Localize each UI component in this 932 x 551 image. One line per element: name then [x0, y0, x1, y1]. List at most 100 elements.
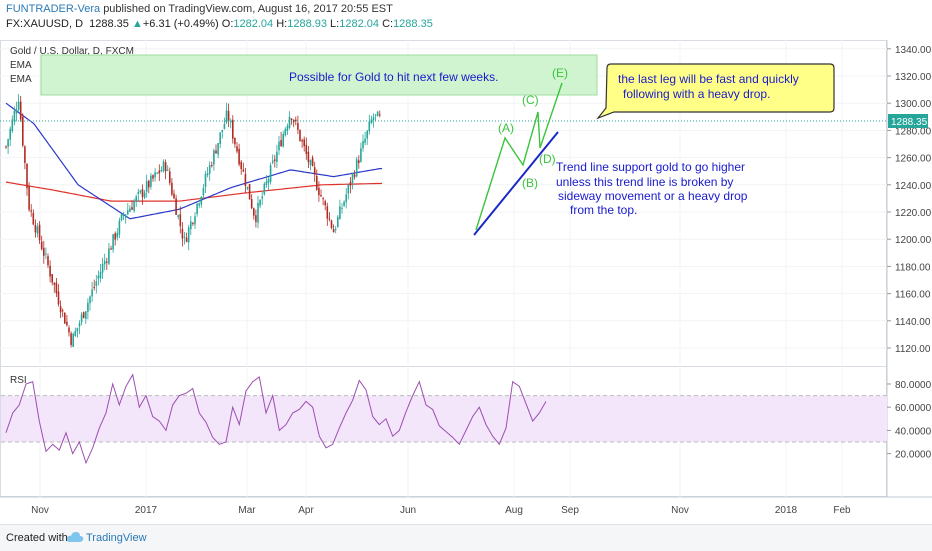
- candle-body: [288, 116, 291, 128]
- candle-body: [299, 129, 301, 141]
- candle-body: [53, 282, 56, 285]
- trend-note-line-4: from the top.: [570, 203, 637, 217]
- candle-body: [345, 194, 347, 203]
- candle-body: [240, 161, 242, 169]
- candle-body: [238, 148, 240, 165]
- candle-body: [221, 129, 224, 133]
- candle-body: [328, 218, 331, 220]
- candle-body: [118, 220, 121, 235]
- candle-body: [177, 215, 179, 218]
- candle-body: [326, 206, 329, 219]
- candle-body: [51, 274, 53, 283]
- candle-body: [187, 227, 190, 243]
- price-axis-labels: 1340.00 1320.00 1300.00 1280.00 1260.00 1240.…: [887, 45, 932, 355]
- trend-note-line-2: unless this trend line is broken by: [556, 175, 733, 189]
- candle-body: [103, 260, 106, 265]
- candle-body: [223, 123, 226, 129]
- last-price-label: 1288.35: [891, 117, 928, 128]
- candle-body: [148, 180, 150, 188]
- candle-body: [80, 314, 83, 323]
- candle-body: [93, 286, 95, 288]
- candle-body: [372, 117, 375, 120]
- candle-body: [175, 198, 177, 215]
- rsi-tick-label: 40.0000: [895, 426, 932, 437]
- candle-body: [284, 129, 287, 136]
- candle-body: [135, 196, 137, 202]
- price-tick-label: 1300.00: [895, 99, 932, 110]
- price-tick-label: 1140.00: [895, 317, 931, 328]
- candle-body: [116, 232, 119, 238]
- candle-body: [194, 216, 196, 225]
- candle-body: [78, 323, 81, 327]
- price-tick-label: 1260.00: [895, 154, 932, 165]
- grid-lines: [0, 40, 887, 497]
- candle-body: [358, 160, 360, 164]
- wave-label-b: (B): [522, 176, 538, 190]
- price-tick-label: 1160.00: [895, 290, 931, 301]
- candle-body: [141, 189, 144, 197]
- candle-body: [61, 310, 64, 312]
- candle-body: [355, 159, 358, 177]
- candle-body: [278, 141, 280, 151]
- rsi-band: [1, 395, 887, 443]
- candle-body: [322, 198, 324, 200]
- candle-body: [282, 134, 284, 147]
- time-tick-label: Aug: [505, 505, 523, 516]
- author-link[interactable]: FUNTRADER-Vera: [6, 3, 101, 15]
- candle-body: [112, 234, 114, 250]
- ema-fast-legend: EMA: [10, 60, 32, 71]
- open-label: O:: [221, 18, 234, 30]
- candle-body: [227, 110, 230, 122]
- rsi-axis-labels: 80.0000 60.0000 40.0000 20.0000: [887, 380, 932, 461]
- candle-body: [127, 210, 129, 215]
- candle-body: [309, 160, 312, 165]
- candle-body: [85, 311, 87, 319]
- high-label: H:: [276, 18, 288, 30]
- price-tick-label: 1320.00: [895, 72, 932, 83]
- rsi-range-band: [1, 395, 887, 442]
- candle-body: [15, 109, 18, 114]
- candle-body: [19, 101, 22, 120]
- candle-body: [95, 281, 98, 286]
- candle-body: [131, 207, 133, 210]
- rsi-line: [5, 373, 547, 465]
- candle-body: [232, 119, 234, 139]
- candle-body: [22, 116, 24, 146]
- time-tick-label: Feb: [833, 505, 851, 516]
- callout-bubble: [596, 63, 835, 120]
- candle-body: [185, 237, 188, 242]
- candle-body: [179, 214, 182, 227]
- candle-body: [311, 157, 314, 167]
- rsi-series: [5, 373, 547, 465]
- low-value: 1282.04: [339, 18, 379, 30]
- time-axis-labels: Nov 2017 Mar Apr Jun Aug Sep Nov 2018 Feb: [31, 505, 851, 516]
- rsi-tick-label: 20.0000: [895, 450, 932, 461]
- wave-label-e: (E): [552, 66, 568, 80]
- price-tick-label: 1200.00: [895, 235, 932, 246]
- candle-body: [242, 169, 245, 172]
- candle-body: [122, 215, 125, 217]
- tradingview-link[interactable]: TradingView: [86, 532, 147, 544]
- candle-body: [145, 181, 148, 192]
- candle-body: [110, 248, 112, 250]
- candle-body: [91, 289, 93, 297]
- candle-body: [213, 150, 215, 165]
- candle-body: [30, 210, 32, 212]
- candle-body: [253, 208, 255, 216]
- candle-body: [192, 222, 194, 224]
- candle-body: [40, 241, 43, 250]
- candle-body: [366, 130, 368, 139]
- candle-body: [292, 119, 295, 123]
- price-tick-label: 1240.00: [895, 181, 932, 192]
- time-tick-label: Nov: [31, 505, 49, 516]
- change-value: +6.31 (+0.49%): [142, 18, 219, 30]
- rsi-tick-label: 80.0000: [895, 380, 932, 391]
- candle-body: [271, 160, 274, 163]
- candle-body: [173, 193, 175, 199]
- candle-body: [303, 139, 305, 147]
- candle-body: [139, 190, 142, 193]
- candle-body: [324, 201, 326, 206]
- candle-body: [156, 172, 158, 174]
- callout-line-1: the last leg will be fast and quickly: [618, 72, 799, 86]
